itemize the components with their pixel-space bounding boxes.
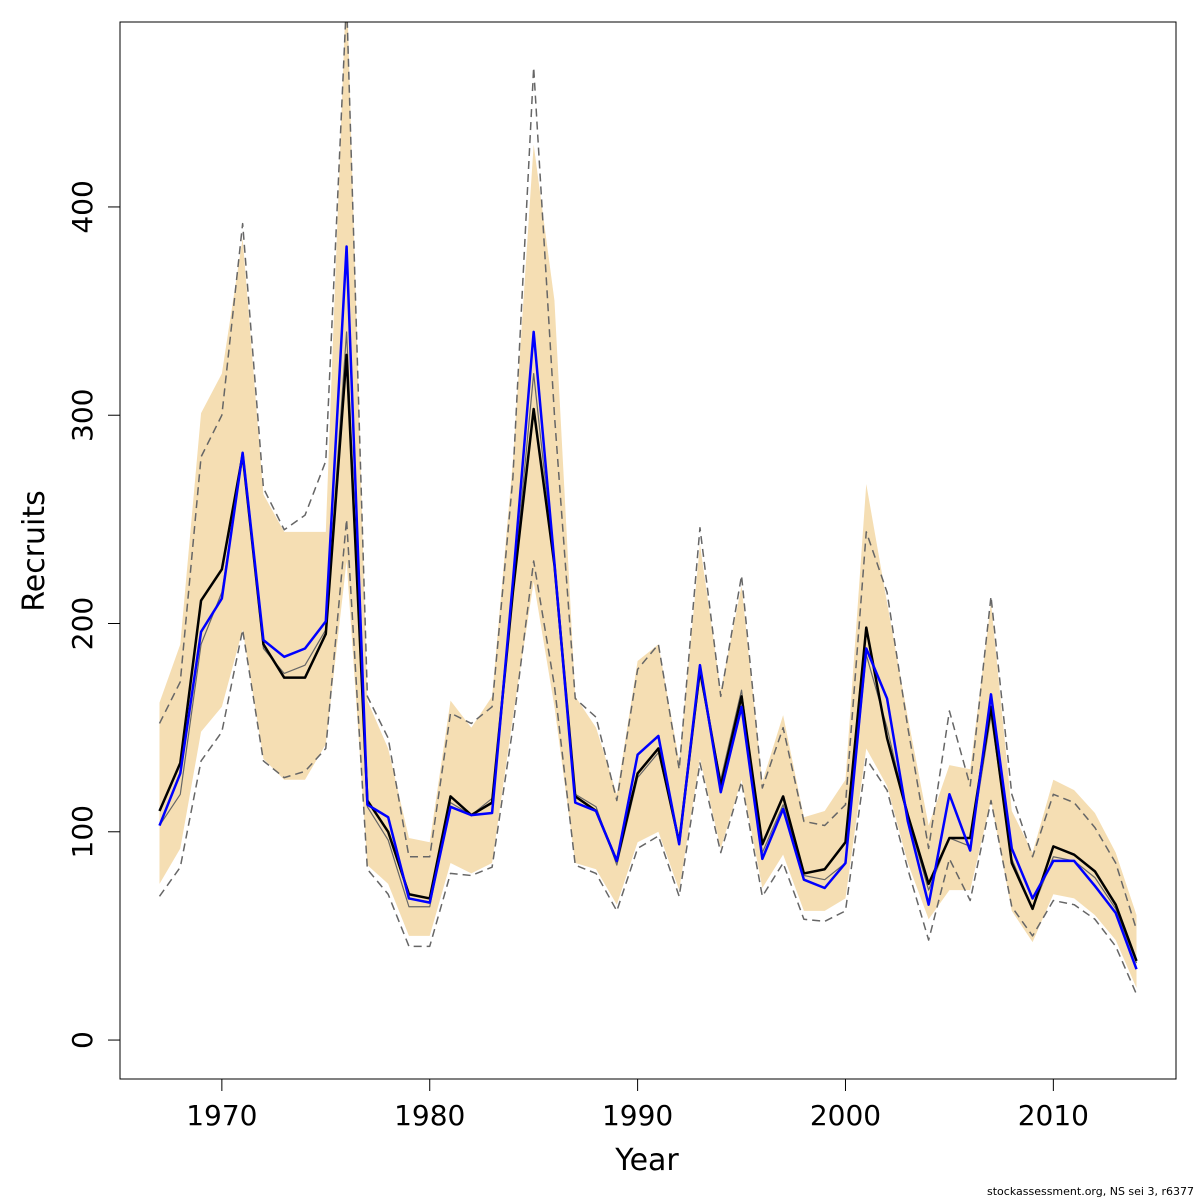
x-tick-label: 1980 [394,1099,465,1132]
footnote: stockassessment.org, NS sei 3, r6377 [987,1185,1194,1198]
plot-frame [119,21,1177,1080]
y-tick-label: 100 [66,805,99,858]
y-tick-label: 0 [66,1031,99,1049]
x-tick-label: 2010 [1018,1099,1089,1132]
interval-line [158,22,1138,930]
y-tick-label: 400 [66,180,99,233]
x-tick-label: 1970 [186,1099,257,1132]
x-axis-label: Year [614,1143,679,1178]
axes: 1970 1980 1990 2000 2010 0 100 200 300 400 [66,180,1089,1132]
y-tick-label: 300 [66,388,99,441]
plot-area [158,22,1138,995]
y-axis-label: Recruits [17,490,52,612]
confidence-band [159,22,1137,988]
x-tick-label: 2000 [810,1099,881,1132]
x-tick-label: 1990 [602,1099,673,1132]
y-tick-label: 200 [66,597,99,650]
series-line [158,245,1138,970]
